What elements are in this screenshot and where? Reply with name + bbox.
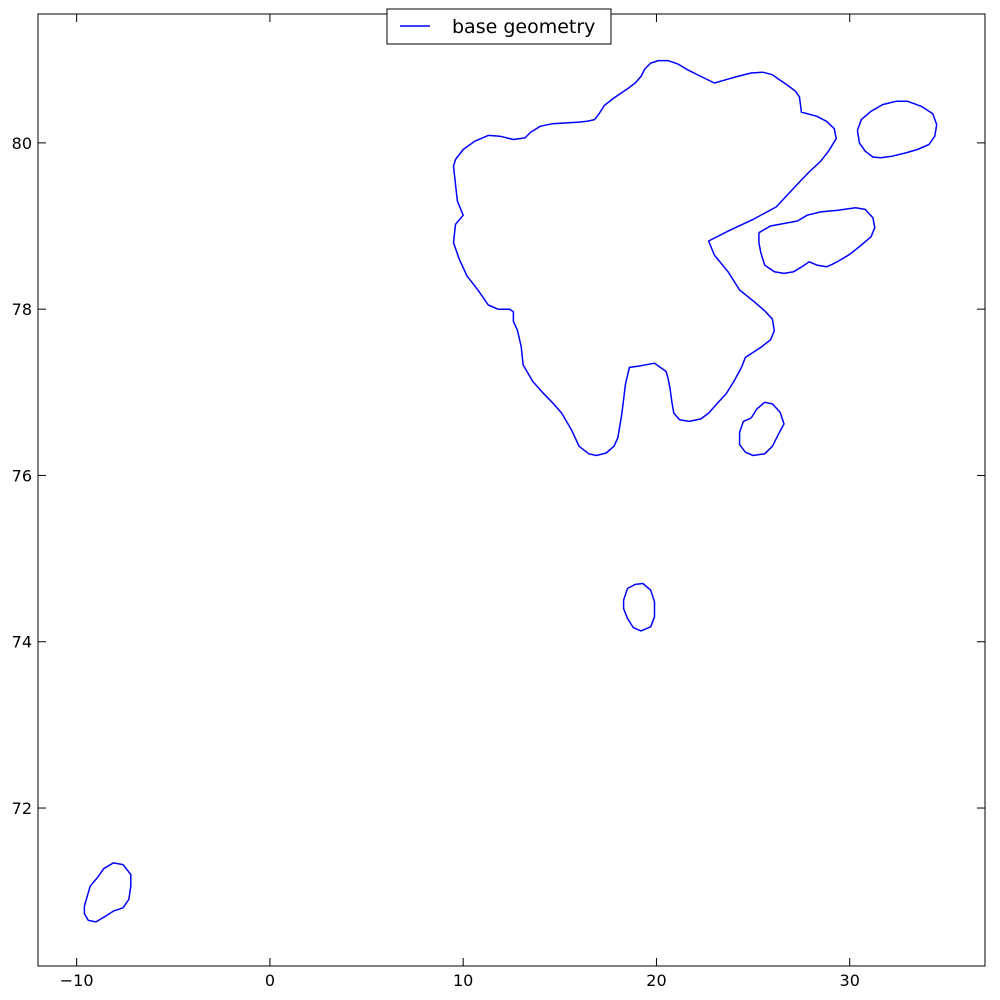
x-tick-label: −10 <box>60 971 94 990</box>
series-polygon-outline <box>758 206 876 275</box>
legend-label-base-geometry: base geometry <box>452 16 595 38</box>
x-tick-label: 20 <box>646 971 666 990</box>
x-tick-label: 10 <box>453 971 473 990</box>
series-polygon-outline <box>83 862 132 923</box>
series-polygon-outline <box>738 401 785 457</box>
axis-ticks <box>38 14 985 966</box>
series-layer <box>83 59 938 923</box>
legend: base geometry <box>386 8 612 45</box>
plot-frame <box>37 13 986 967</box>
x-tick-label: 0 <box>265 971 275 990</box>
y-tick-label: 72 <box>12 799 32 818</box>
x-tick-label: 30 <box>840 971 860 990</box>
series-polygon-outline <box>452 59 837 457</box>
series-polygon-outline <box>856 100 938 159</box>
y-tick-label: 80 <box>12 134 32 153</box>
y-tick-label: 74 <box>12 633 32 652</box>
y-tick-label: 78 <box>12 300 32 319</box>
axis-tick-labels: −10 0 10 20 30 72 74 76 78 80 <box>12 134 860 990</box>
y-tick-label: 76 <box>12 466 32 485</box>
series-polygon-outline <box>622 582 656 632</box>
